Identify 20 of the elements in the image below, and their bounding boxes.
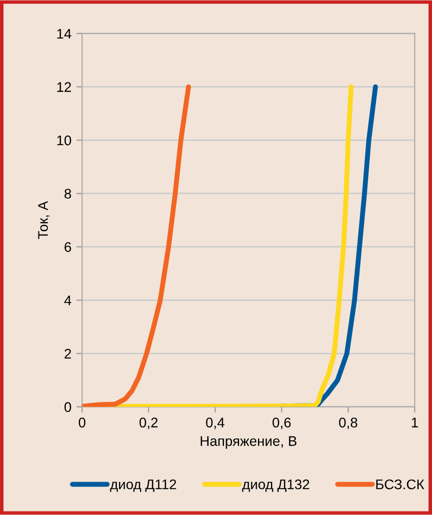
x-tick-label: 0,6	[272, 418, 291, 430]
legend-label: БСЗ.СК	[376, 479, 424, 490]
y-tick-label: 14	[57, 28, 72, 39]
legend-label: диод Д132	[242, 479, 310, 492]
y-axis-title: Ток, А	[38, 201, 50, 239]
line-series	[82, 84, 191, 407]
x-tick-label: 0	[78, 418, 86, 428]
y-tick-label: 8	[64, 188, 72, 199]
x-tick-label: 0,8	[339, 418, 358, 430]
y-tick-label: 0	[64, 402, 72, 412]
y-tick-label: 10	[57, 135, 72, 146]
x-tick-label: 0,4	[206, 418, 224, 430]
y-tick-label: 4	[64, 296, 72, 306]
legend-label: диод Д112	[110, 479, 176, 492]
y-tick-label: 6	[64, 242, 72, 252]
x-tick-label: 1	[412, 418, 418, 428]
y-tick-label: 2	[64, 348, 71, 359]
x-tick-label: 0,2	[140, 418, 158, 430]
y-tick-label: 12	[57, 82, 71, 92]
x-axis-title: Напряжение, В	[200, 436, 296, 449]
